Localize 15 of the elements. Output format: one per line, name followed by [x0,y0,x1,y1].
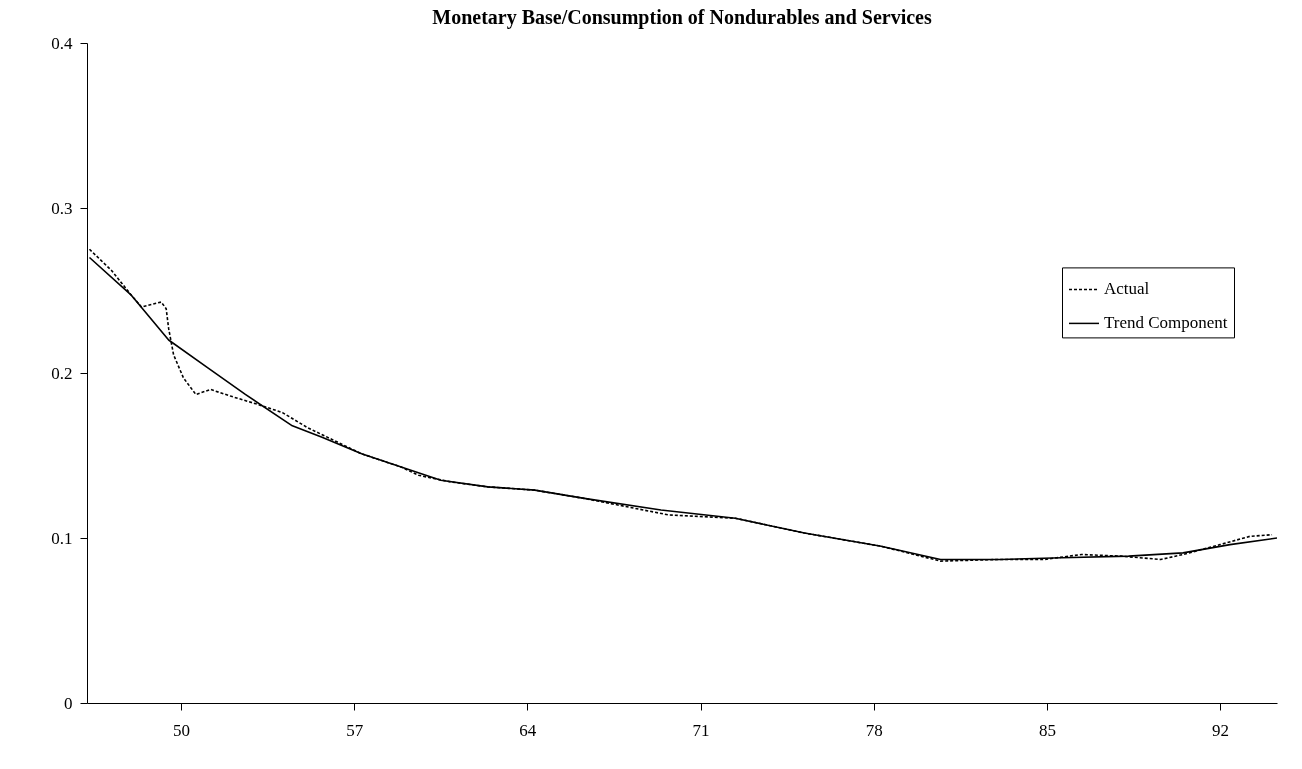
y-tick-label: 0.3 [51,198,73,218]
legend-label: Actual [1104,279,1150,299]
legend-label: Trend Component [1104,313,1228,333]
x-tick-label: 78 [865,720,883,740]
y-tick-label: 0.4 [51,33,73,53]
y-tick-label: 0.1 [51,528,73,548]
x-tick-label: 71 [692,720,710,740]
x-tick-label: 64 [519,720,537,740]
x-tick-label: 85 [1038,720,1056,740]
y-tick-label: 0 [64,693,73,713]
x-tick-label: 50 [173,720,191,740]
x-tick-label: 57 [346,720,364,740]
y-tick-label: 0.2 [51,363,73,383]
x-tick-label: 92 [1212,720,1230,740]
chart-title: Monetary Base/Consumption of Nondurables and Services [432,6,932,29]
